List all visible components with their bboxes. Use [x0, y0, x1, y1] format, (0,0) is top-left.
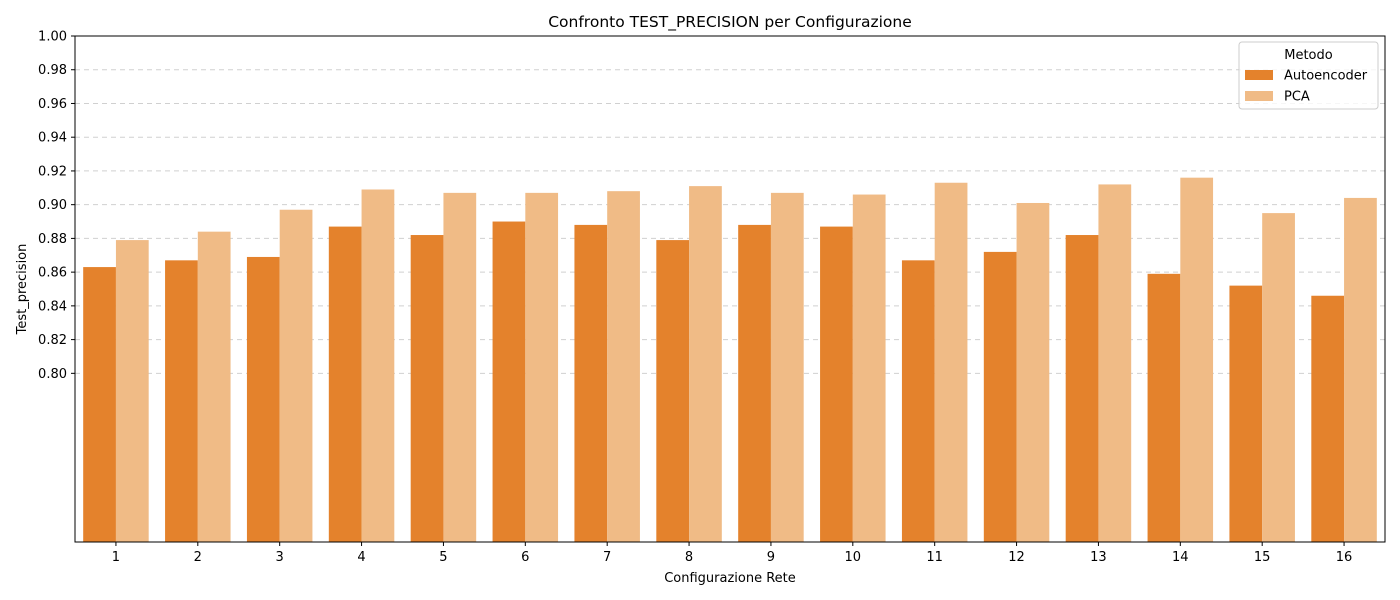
- y-tick-label: 0.92: [38, 164, 67, 179]
- bar-pca-10: [852, 194, 886, 542]
- x-tick-label: 6: [521, 550, 529, 565]
- bar-autoencoder-13: [1065, 235, 1099, 542]
- plot-frame: [74, 35, 1386, 543]
- x-axis: 1 2 3 4 5 6 7 8 9 10 11 12 13 14 15 16: [112, 542, 1353, 565]
- bar-autoencoder-4: [328, 226, 362, 543]
- bar-autoencoder-9: [738, 224, 771, 542]
- bar-autoencoder-5: [410, 235, 444, 542]
- x-tick-label: 8: [685, 550, 693, 565]
- x-tick-label: 15: [1254, 550, 1271, 565]
- bar-pca-16: [1344, 197, 1377, 543]
- y-tick-label: 1.00: [38, 30, 67, 45]
- bar-autoencoder-15: [1229, 285, 1263, 542]
- bar-pca-13: [1098, 184, 1132, 542]
- y-tick-label: 0.82: [38, 333, 67, 348]
- chart-title: Confronto TEST_PRECISION per Configurazi…: [548, 13, 912, 32]
- bar-autoencoder-3: [246, 256, 280, 542]
- bar-autoencoder-2: [165, 260, 198, 542]
- bar-autoencoder-10: [820, 226, 853, 543]
- bar-pca-1: [115, 240, 149, 542]
- x-tick-label: 13: [1090, 550, 1107, 565]
- bar-pca-11: [934, 182, 968, 543]
- y-axis-label: Test_precision: [15, 244, 30, 336]
- x-tick-label: 9: [767, 550, 775, 565]
- bar-autoencoder-12: [983, 251, 1017, 543]
- bar-autoencoder-8: [656, 240, 690, 542]
- x-axis-label: Configurazione Rete: [664, 571, 796, 586]
- legend: Metodo Autoencoder PCA: [1238, 41, 1379, 110]
- y-tick-label: 0.94: [38, 131, 67, 146]
- bar-pca-8: [689, 186, 722, 542]
- bars: [83, 177, 1377, 543]
- bar-autoencoder-7: [574, 224, 608, 542]
- y-tick-label: 0.98: [38, 63, 67, 78]
- bar-autoencoder-1: [83, 267, 116, 542]
- x-tick-label: 12: [1008, 550, 1025, 565]
- bar-autoencoder-16: [1311, 295, 1345, 542]
- x-tick-label: 11: [926, 550, 943, 565]
- y-tick-label: 0.86: [38, 266, 67, 281]
- bar-pca-5: [443, 192, 477, 543]
- bar-pca-15: [1262, 213, 1295, 542]
- x-tick-label: 2: [194, 550, 202, 565]
- bar-pca-14: [1180, 177, 1214, 542]
- x-tick-label: 16: [1336, 550, 1353, 565]
- bar-pca-3: [279, 209, 313, 542]
- x-tick-label: 5: [439, 550, 447, 565]
- y-tick-label: 0.90: [38, 198, 67, 213]
- y-tick-label: 0.88: [38, 232, 67, 247]
- x-tick-label: 4: [357, 550, 365, 565]
- x-tick-label: 14: [1172, 550, 1189, 565]
- y-axis: 0.80 0.82 0.84 0.86 0.88 0.90 0.92 0.94 0.96 0.98…: [38, 30, 75, 382]
- bar-pca-4: [361, 189, 395, 542]
- x-tick-label: 3: [276, 550, 284, 565]
- y-tick-label: 0.84: [38, 299, 67, 314]
- x-tick-label: 10: [845, 550, 862, 565]
- y-tick-label: 0.80: [38, 367, 67, 382]
- legend-title: Metodo: [1284, 48, 1333, 63]
- legend-label-autoencoder: Autoencoder: [1284, 69, 1368, 84]
- bar-pca-2: [197, 231, 231, 543]
- legend-box: [1238, 41, 1379, 110]
- legend-swatch-pca: [1245, 91, 1273, 101]
- bar-pca-7: [607, 191, 640, 542]
- x-tick-label: 1: [112, 550, 120, 565]
- bar-autoencoder-14: [1147, 273, 1181, 542]
- bar-pca-9: [770, 192, 804, 543]
- legend-label-pca: PCA: [1284, 90, 1310, 105]
- bar-pca-6: [525, 192, 559, 543]
- bar-pca-12: [1016, 202, 1050, 543]
- x-tick-label: 7: [603, 550, 611, 565]
- y-tick-label: 0.96: [38, 97, 67, 112]
- bar-autoencoder-11: [901, 260, 935, 542]
- bar-autoencoder-6: [492, 221, 526, 543]
- legend-swatch-autoencoder: [1245, 70, 1273, 80]
